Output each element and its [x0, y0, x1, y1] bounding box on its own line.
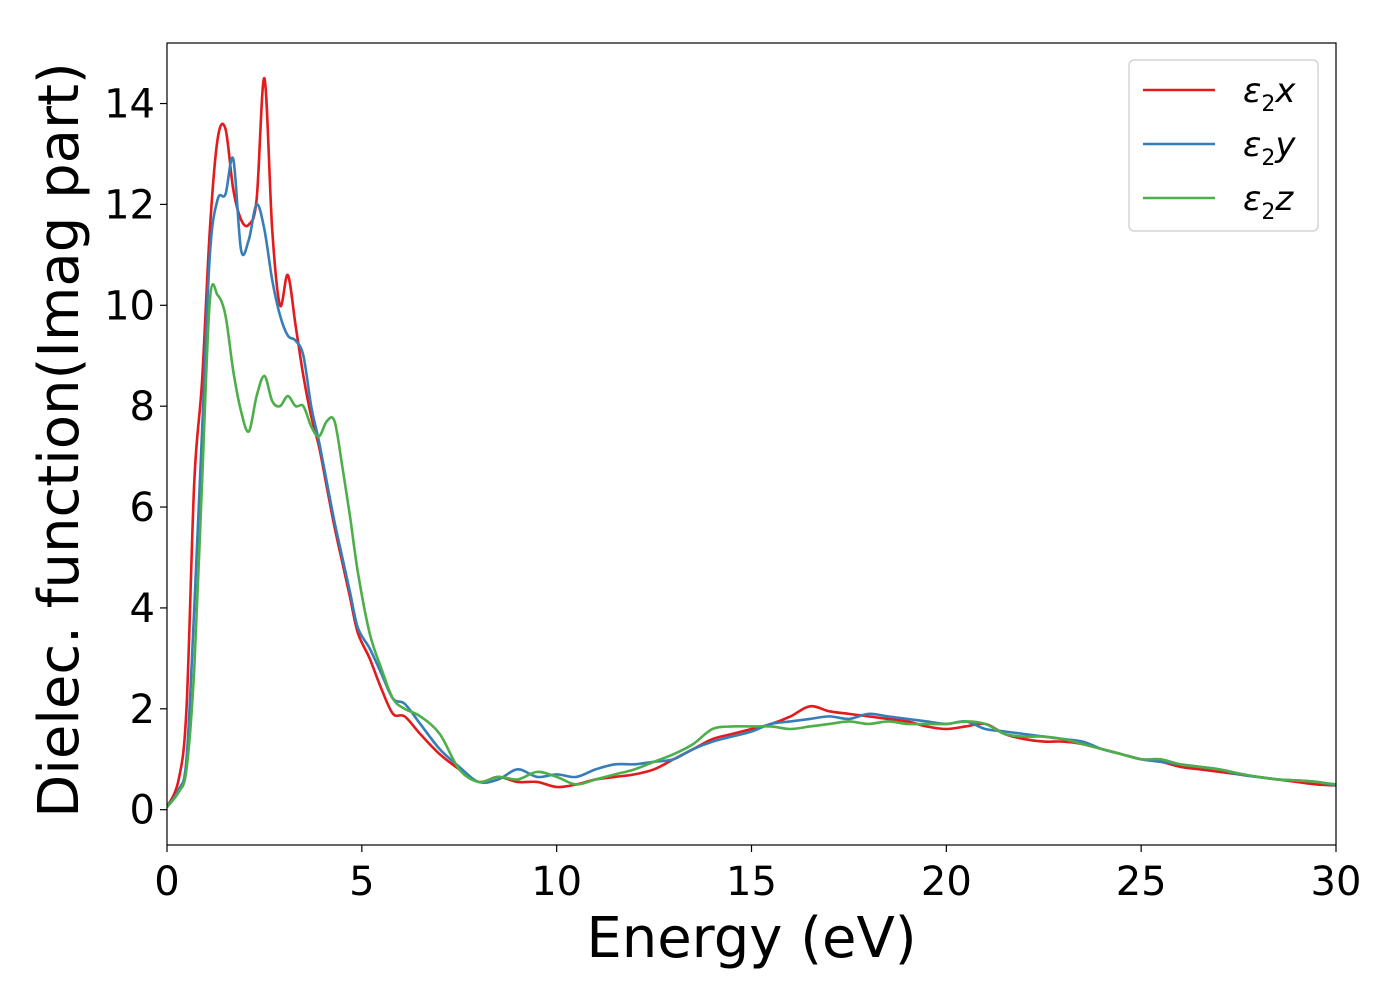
legend-box: [1128, 59, 1319, 232]
y-tick-label: 2: [130, 687, 155, 733]
x-axis-ticks: 0 5 10 15 20 25 30: [154, 845, 1361, 905]
x-tick-label: 10: [531, 859, 582, 905]
legend-label-x: ε2x: [1243, 71, 1296, 117]
legend: ε2x ε2y ε2z: [1128, 59, 1319, 232]
x-tick-label: 5: [349, 859, 374, 905]
y-tick-label: 10: [104, 283, 155, 329]
y-tick-label: 14: [104, 82, 155, 128]
x-axis-label: Energy (eV): [586, 906, 916, 971]
y-axis-ticks: 0 2 4 6 8 10 12 14: [104, 82, 167, 834]
y-axis-label: Dielec. function(Imag part): [27, 62, 92, 818]
series-layer: [167, 76, 1336, 808]
x-tick-label: 25: [1116, 859, 1167, 905]
y-tick-label: 6: [130, 485, 155, 531]
x-tick-label: 0: [154, 859, 179, 905]
y-tick-label: 12: [104, 182, 155, 228]
y-tick-label: 0: [130, 788, 155, 834]
x-tick-label: 20: [921, 859, 972, 905]
legend-label-z: ε2z: [1243, 179, 1294, 225]
series-line-y: [167, 156, 1336, 808]
series-line-z: [167, 283, 1336, 808]
x-tick-label: 30: [1311, 859, 1362, 905]
x-tick-label: 15: [726, 859, 777, 905]
legend-label-y: ε2y: [1243, 125, 1296, 171]
y-tick-label: 8: [130, 384, 155, 430]
y-tick-label: 4: [130, 586, 155, 632]
